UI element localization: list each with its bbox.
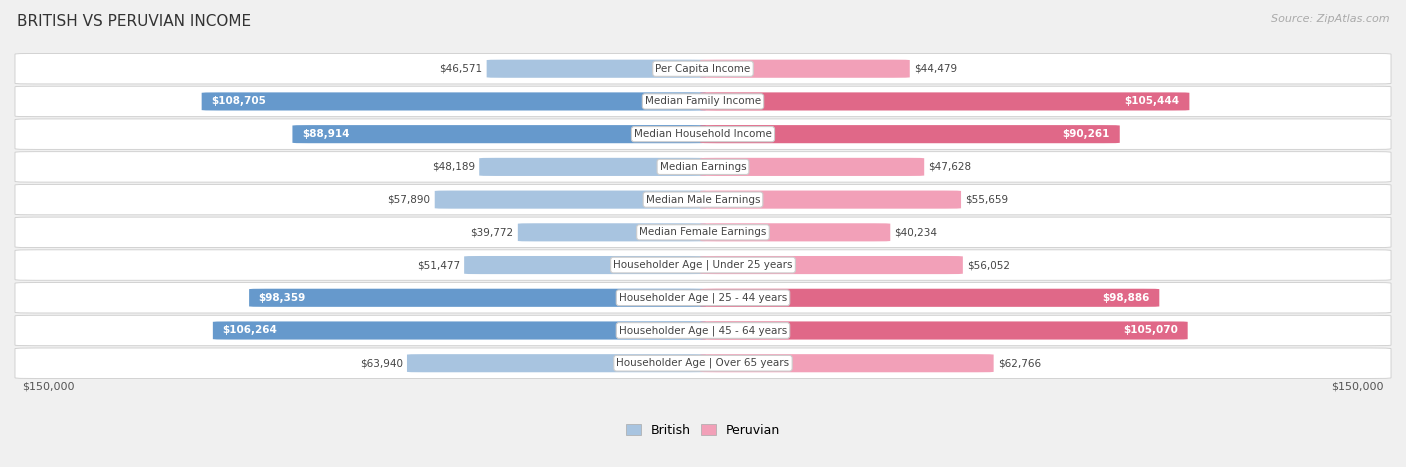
Text: Per Capita Income: Per Capita Income xyxy=(655,64,751,74)
Text: $55,659: $55,659 xyxy=(965,195,1008,205)
FancyBboxPatch shape xyxy=(15,152,1391,182)
Text: Median Earnings: Median Earnings xyxy=(659,162,747,172)
FancyBboxPatch shape xyxy=(479,158,706,176)
Text: $98,359: $98,359 xyxy=(259,293,307,303)
FancyBboxPatch shape xyxy=(15,119,1391,149)
FancyBboxPatch shape xyxy=(700,289,1160,307)
FancyBboxPatch shape xyxy=(700,125,1119,143)
Text: Householder Age | Over 65 years: Householder Age | Over 65 years xyxy=(616,358,790,368)
FancyBboxPatch shape xyxy=(212,321,706,340)
Text: $98,886: $98,886 xyxy=(1102,293,1150,303)
FancyBboxPatch shape xyxy=(464,256,706,274)
FancyBboxPatch shape xyxy=(15,348,1391,378)
FancyBboxPatch shape xyxy=(15,283,1391,313)
Text: Source: ZipAtlas.com: Source: ZipAtlas.com xyxy=(1271,14,1389,24)
Text: $39,772: $39,772 xyxy=(471,227,513,237)
Text: $56,052: $56,052 xyxy=(967,260,1010,270)
Text: $40,234: $40,234 xyxy=(894,227,938,237)
Text: $150,000: $150,000 xyxy=(22,381,75,391)
Text: Median Male Earnings: Median Male Earnings xyxy=(645,195,761,205)
FancyBboxPatch shape xyxy=(201,92,706,111)
Text: Median Household Income: Median Household Income xyxy=(634,129,772,139)
Text: $48,189: $48,189 xyxy=(432,162,475,172)
Text: Median Female Earnings: Median Female Earnings xyxy=(640,227,766,237)
FancyBboxPatch shape xyxy=(15,250,1391,280)
FancyBboxPatch shape xyxy=(292,125,706,143)
FancyBboxPatch shape xyxy=(700,321,1188,340)
Legend: British, Peruvian: British, Peruvian xyxy=(621,419,785,442)
Text: $62,766: $62,766 xyxy=(998,358,1040,368)
Text: $88,914: $88,914 xyxy=(302,129,350,139)
Text: Householder Age | 25 - 44 years: Householder Age | 25 - 44 years xyxy=(619,292,787,303)
Text: $106,264: $106,264 xyxy=(222,325,277,335)
Text: $150,000: $150,000 xyxy=(1331,381,1384,391)
FancyBboxPatch shape xyxy=(700,223,890,241)
FancyBboxPatch shape xyxy=(434,191,706,209)
FancyBboxPatch shape xyxy=(15,184,1391,215)
FancyBboxPatch shape xyxy=(249,289,706,307)
FancyBboxPatch shape xyxy=(700,158,924,176)
FancyBboxPatch shape xyxy=(15,86,1391,117)
FancyBboxPatch shape xyxy=(517,223,706,241)
Text: $46,571: $46,571 xyxy=(440,64,482,74)
FancyBboxPatch shape xyxy=(15,54,1391,84)
Text: BRITISH VS PERUVIAN INCOME: BRITISH VS PERUVIAN INCOME xyxy=(17,14,252,29)
Text: $108,705: $108,705 xyxy=(211,97,266,106)
FancyBboxPatch shape xyxy=(700,354,994,372)
FancyBboxPatch shape xyxy=(406,354,706,372)
FancyBboxPatch shape xyxy=(486,60,706,78)
Text: $105,070: $105,070 xyxy=(1123,325,1178,335)
FancyBboxPatch shape xyxy=(15,217,1391,248)
Text: $57,890: $57,890 xyxy=(388,195,430,205)
Text: Median Family Income: Median Family Income xyxy=(645,97,761,106)
FancyBboxPatch shape xyxy=(15,315,1391,346)
Text: $44,479: $44,479 xyxy=(914,64,957,74)
FancyBboxPatch shape xyxy=(700,92,1189,111)
FancyBboxPatch shape xyxy=(700,191,962,209)
Text: Householder Age | Under 25 years: Householder Age | Under 25 years xyxy=(613,260,793,270)
Text: $51,477: $51,477 xyxy=(418,260,460,270)
Text: $105,444: $105,444 xyxy=(1125,97,1180,106)
FancyBboxPatch shape xyxy=(700,256,963,274)
FancyBboxPatch shape xyxy=(700,60,910,78)
Text: Householder Age | 45 - 64 years: Householder Age | 45 - 64 years xyxy=(619,325,787,336)
Text: $63,940: $63,940 xyxy=(360,358,404,368)
Text: $47,628: $47,628 xyxy=(928,162,972,172)
Text: $90,261: $90,261 xyxy=(1063,129,1111,139)
